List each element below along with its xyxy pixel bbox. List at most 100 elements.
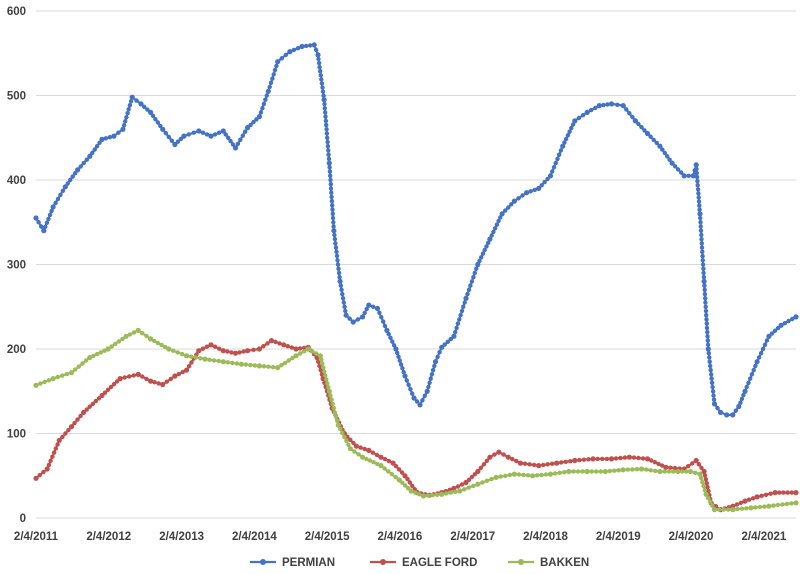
data-point-marker	[155, 120, 161, 125]
data-point-marker	[243, 362, 249, 367]
data-point-marker	[189, 354, 194, 359]
data-point-marker	[453, 329, 458, 335]
data-point-marker	[708, 499, 713, 505]
data-point-marker	[551, 165, 557, 170]
data-point-marker	[322, 106, 327, 111]
data-point-marker	[328, 177, 333, 183]
data-point-marker	[580, 113, 586, 118]
data-point-marker	[107, 135, 113, 140]
data-point-marker	[261, 101, 267, 107]
legend: PERMIAN EAGLE FORD BAKKEN	[250, 557, 589, 569]
data-point	[632, 118, 639, 124]
x-tick-label: 2/4/2020	[669, 531, 714, 543]
data-point-marker	[704, 313, 709, 318]
data-point-marker	[764, 338, 770, 343]
data-point	[256, 346, 262, 352]
data-point-marker	[332, 232, 337, 238]
data-point-marker	[128, 99, 134, 104]
data-point	[766, 333, 772, 339]
data-point-marker	[486, 240, 491, 245]
data-point-marker	[72, 367, 78, 372]
data-point-marker	[430, 493, 435, 498]
data-point-marker	[580, 469, 585, 474]
data-point	[547, 471, 554, 477]
series-group	[33, 42, 799, 513]
data-point	[517, 460, 524, 466]
data-point-marker	[169, 138, 174, 143]
data-point-marker	[746, 497, 752, 502]
data-point-marker	[432, 363, 437, 369]
data-point-marker	[445, 339, 450, 344]
data-point-marker	[716, 507, 722, 512]
series-line	[35, 339, 796, 511]
series-eagle-ford	[33, 338, 799, 513]
data-point-marker	[696, 462, 701, 467]
data-point-marker	[374, 452, 380, 458]
data-point	[402, 373, 408, 379]
data-point-marker	[44, 220, 50, 225]
data-point-marker	[568, 459, 573, 464]
legend-item-permian: PERMIAN	[250, 557, 335, 569]
data-point-marker	[696, 195, 701, 200]
data-point	[293, 353, 299, 359]
data-point-marker	[690, 461, 695, 466]
data-point	[305, 346, 311, 352]
data-point	[343, 312, 349, 318]
data-point-marker	[279, 56, 284, 61]
data-point-marker	[277, 341, 282, 346]
data-point	[299, 43, 305, 50]
data-point-marker	[777, 490, 782, 495]
data-point-marker	[734, 502, 740, 507]
data-point-marker	[144, 333, 149, 339]
data-point-marker	[326, 148, 331, 153]
data-point-marker	[710, 389, 716, 394]
data-point-marker	[235, 141, 241, 146]
data-point	[463, 479, 469, 486]
data-point-marker	[113, 341, 118, 347]
data-point	[99, 392, 105, 399]
data-point	[457, 488, 463, 494]
data-point-marker	[414, 399, 420, 404]
data-point-marker	[738, 400, 743, 405]
data-point-marker	[760, 346, 766, 352]
data-point-marker	[39, 224, 44, 229]
data-point	[772, 490, 778, 496]
data-point	[620, 467, 626, 473]
data-point-marker	[320, 361, 325, 366]
data-point-marker	[557, 152, 562, 157]
data-point-marker	[521, 472, 526, 478]
data-point-marker	[532, 187, 537, 193]
data-point-marker	[562, 470, 567, 475]
data-point	[315, 52, 321, 58]
data-point-marker	[41, 469, 46, 475]
data-point	[374, 305, 381, 311]
data-point-marker	[325, 381, 330, 386]
data-point-marker	[251, 119, 256, 125]
data-point-marker	[332, 236, 338, 242]
data-point	[390, 460, 396, 466]
data-point-marker	[391, 343, 397, 348]
data-point-marker	[733, 408, 738, 413]
data-point-marker	[705, 342, 711, 347]
data-point-marker	[364, 306, 369, 312]
data-point-marker	[478, 465, 483, 471]
data-point-marker	[400, 366, 405, 371]
data-point-marker	[744, 384, 749, 390]
data-point-marker	[38, 381, 43, 386]
data-point-marker	[325, 144, 331, 149]
data-point-marker	[398, 362, 404, 367]
data-point-marker	[785, 490, 790, 495]
data-point-marker	[697, 203, 702, 208]
data-point-marker	[355, 317, 361, 322]
data-point	[196, 348, 202, 354]
data-point-marker	[229, 350, 234, 355]
data-point	[463, 295, 469, 301]
data-point-marker	[503, 473, 508, 478]
data-point-marker	[703, 308, 709, 314]
data-point-marker	[343, 308, 348, 314]
data-point	[793, 490, 799, 496]
data-point-marker	[217, 346, 222, 351]
data-point-marker	[335, 418, 340, 423]
data-point-marker	[601, 102, 606, 108]
